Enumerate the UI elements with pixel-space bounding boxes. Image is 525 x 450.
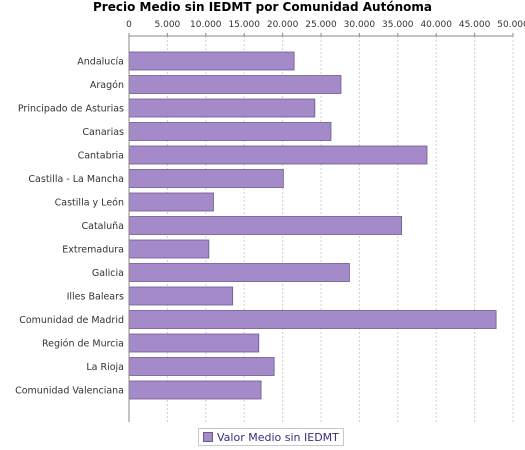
bar — [128, 169, 284, 188]
x-tick-label: 30.000 — [344, 20, 376, 30]
category-label: Galicia — [92, 268, 124, 279]
bar — [128, 192, 214, 212]
category-labels: Andalucía Aragón Principado de Asturias Can… — [15, 57, 124, 397]
category-label: La Rioja — [86, 362, 124, 373]
x-tick-label: 45.000 — [459, 20, 491, 30]
category-label: Comunidad Valenciana — [15, 386, 124, 397]
category-label: Andalucía — [77, 57, 124, 68]
x-axis-ticks: 0 5.000 10.000 15.000 20.000 25.000 30.000 35.0… — [126, 20, 525, 36]
category-label: Principado de Asturias — [18, 104, 124, 115]
bar — [128, 357, 275, 376]
legend-label: Valor Medio sin IEDMT — [217, 430, 339, 444]
category-label: Cataluña — [81, 221, 124, 232]
category-label: Castilla y León — [55, 198, 124, 209]
bar — [128, 75, 342, 94]
bar — [128, 310, 497, 329]
bar — [128, 286, 234, 306]
bar — [128, 51, 295, 71]
bar — [128, 122, 332, 141]
bar — [128, 98, 316, 118]
axes — [128, 35, 513, 422]
category-label: Cantabria — [78, 151, 124, 162]
x-tick-label: 40.000 — [420, 20, 452, 30]
category-label: Illes Balears — [67, 292, 124, 303]
bars — [128, 51, 497, 400]
category-label: Extremadura — [62, 245, 124, 256]
x-tick-label: 50.000 — [497, 20, 525, 30]
bar — [128, 263, 350, 282]
chart-title: Precio Medio sin IEDMT por Comunidad Aut… — [93, 0, 432, 14]
bar — [128, 333, 260, 353]
category-label: Aragón — [90, 80, 124, 91]
legend: Valor Medio sin IEDMT — [198, 428, 344, 446]
x-tick-label: 25.000 — [305, 20, 337, 30]
x-tick-label: 0 — [126, 20, 132, 30]
legend-swatch — [203, 432, 213, 442]
x-tick-label: 5.000 — [155, 20, 181, 30]
x-tick-label: 15.000 — [228, 20, 260, 30]
x-tick-label: 35.000 — [382, 20, 414, 30]
category-label: Región de Murcia — [42, 339, 124, 350]
x-tick-label: 20.000 — [267, 20, 299, 30]
category-label: Comunidad de Madrid — [19, 315, 124, 326]
bar — [128, 239, 210, 259]
bar — [128, 145, 428, 165]
category-label: Castilla - La Mancha — [28, 174, 124, 185]
x-tick-label: 10.000 — [190, 20, 222, 30]
bar — [128, 380, 262, 400]
category-label: Canarias — [82, 127, 124, 138]
bar — [128, 216, 403, 235]
